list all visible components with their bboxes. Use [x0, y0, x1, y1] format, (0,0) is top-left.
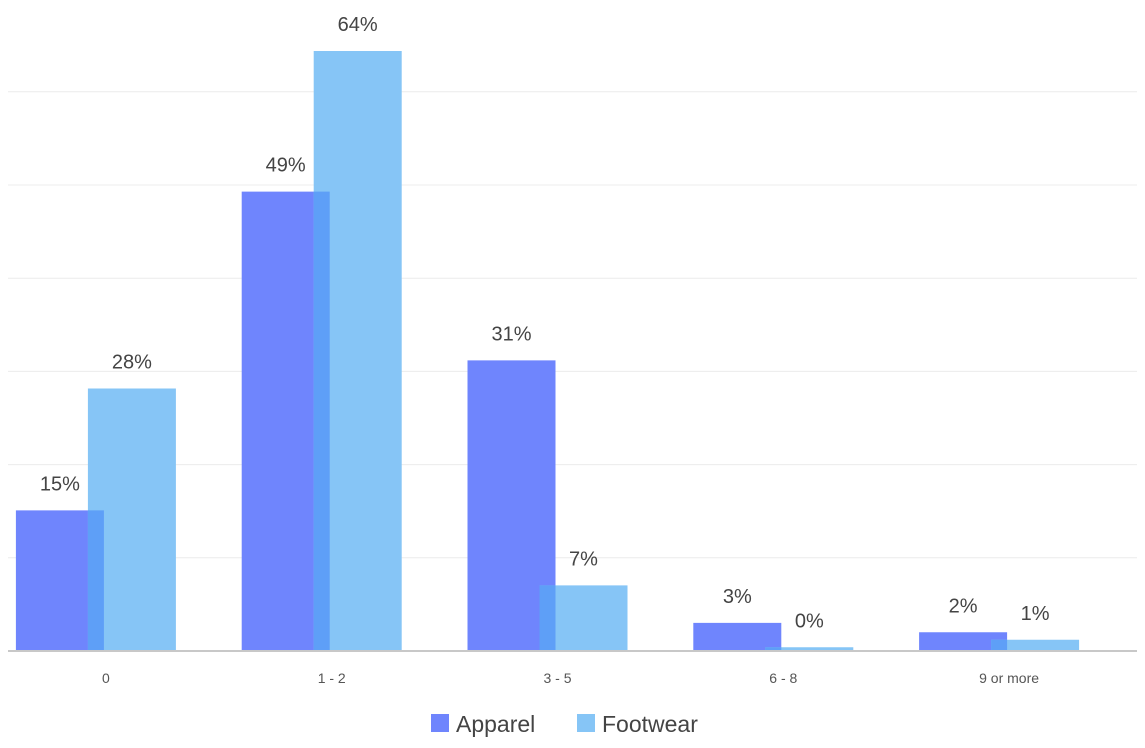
- data-label-footwear: 0%: [795, 610, 824, 632]
- x-axis-ticks: 0 1 - 2 3 - 5 6 - 8 9 or more: [102, 670, 1039, 686]
- data-label-apparel: 3%: [723, 586, 752, 608]
- legend-label-apparel: Apparel: [456, 711, 535, 737]
- bar-overlap: [87, 510, 104, 651]
- bar-overlap: [313, 191, 330, 651]
- data-labels: 15% 28% 49% 64% 31% 7% 3% 0% 2% 1%: [40, 14, 1050, 632]
- data-label-footwear: 1%: [1021, 603, 1050, 625]
- data-label-footwear: 64%: [338, 14, 378, 36]
- bars: [15, 51, 1080, 651]
- x-tick-label: 0: [102, 670, 110, 686]
- legend-swatch-apparel: [431, 714, 449, 732]
- bar-overlap: [991, 639, 1008, 651]
- legend-label-footwear: Footwear: [602, 711, 698, 737]
- data-label-footwear: 28%: [112, 352, 152, 374]
- bar-overlaps: [87, 191, 1008, 651]
- x-tick-label: 9 or more: [979, 670, 1039, 686]
- x-tick-label: 6 - 8: [769, 670, 797, 686]
- x-tick-label: 1 - 2: [318, 670, 346, 686]
- legend: Apparel Footwear: [431, 711, 698, 737]
- bar-overlap: [539, 585, 556, 651]
- data-label-footwear: 7%: [569, 548, 598, 570]
- data-label-apparel: 49%: [266, 155, 306, 177]
- gridlines: [8, 91, 1137, 559]
- bar-footwear: [991, 639, 1080, 651]
- legend-swatch-footwear: [577, 714, 595, 732]
- x-tick-label: 3 - 5: [543, 670, 571, 686]
- data-label-apparel: 2%: [949, 595, 978, 617]
- bar-apparel: [693, 622, 782, 651]
- data-label-apparel: 31%: [491, 323, 531, 345]
- bar-apparel: [919, 632, 1008, 651]
- data-label-apparel: 15%: [40, 473, 80, 495]
- bar-overlap: [765, 647, 782, 651]
- bar-footwear: [765, 647, 854, 651]
